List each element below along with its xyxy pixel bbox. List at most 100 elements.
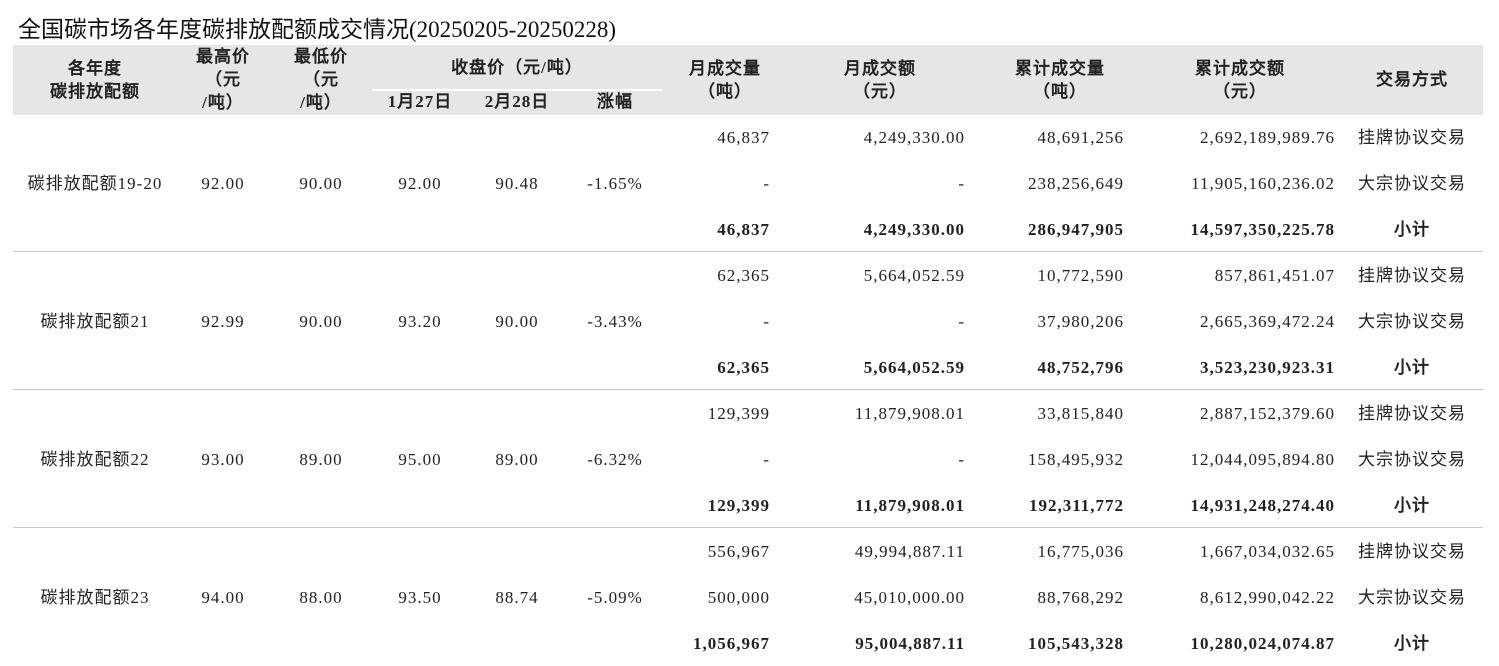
header-background	[13, 45, 1483, 115]
row-cell: 238,256,649	[1028, 174, 1124, 193]
subtotal-cell: 小计	[1394, 496, 1430, 515]
header-cell: 最高价	[196, 47, 250, 66]
group-cell: 92.00	[201, 174, 245, 193]
header-cell: 累计成交额	[1195, 58, 1285, 78]
header-group: 收盘价（元/吨）	[451, 58, 583, 77]
header-cell: （元）	[853, 81, 907, 101]
subtotal-cell: 48,752,796	[1037, 358, 1124, 377]
group-cell: 95.00	[398, 450, 442, 469]
subtotal-cell: 95,004,887.11	[855, 634, 965, 653]
subtotal-cell: 14,931,248,274.40	[1190, 496, 1335, 515]
subtotal-cell: 11,879,908.01	[855, 496, 965, 515]
group-cell: 88.74	[495, 588, 539, 607]
subtotal-cell: 5,664,052.59	[863, 358, 965, 377]
group-cell: 90.48	[495, 174, 539, 193]
group-cell: 90.00	[299, 312, 343, 331]
group-cell: 92.00	[398, 174, 442, 193]
group-cell: 94.00	[201, 588, 245, 607]
row-cell: 1,667,034,032.65	[1200, 542, 1335, 561]
row-cell: 5,664,052.59	[863, 266, 965, 285]
row-cell: 129,399	[707, 404, 770, 423]
row-cell: -	[958, 174, 965, 193]
row-cell: 88,768,292	[1037, 588, 1124, 607]
group-cell: 碳排放配额21	[40, 312, 150, 331]
row-cell: 挂牌协议交易	[1358, 542, 1466, 561]
header-cell: （元	[303, 70, 339, 89]
header-cell: （吨）	[698, 81, 752, 101]
subtotal-cell: 4,249,330.00	[863, 220, 965, 239]
group-separator	[13, 527, 1483, 528]
subtotal-cell: 105,543,328	[1028, 634, 1124, 653]
subtotal-cell: 小计	[1394, 634, 1430, 653]
row-cell: 33,815,840	[1037, 404, 1124, 423]
row-cell: 556,967	[707, 542, 770, 561]
header-cell: 2月28日	[484, 92, 550, 111]
row-cell: 8,612,990,042.22	[1200, 588, 1335, 607]
header-cell: 月成交量	[689, 58, 761, 78]
row-cell: 大宗协议交易	[1358, 174, 1466, 193]
group-cell: 93.00	[201, 450, 245, 469]
group-cell: 88.00	[299, 588, 343, 607]
group-cell: -5.09%	[587, 588, 643, 607]
subtotal-cell: 129,399	[707, 496, 770, 515]
group-cell: 90.00	[299, 174, 343, 193]
row-cell: 37,980,206	[1037, 312, 1124, 331]
row-cell: 大宗协议交易	[1358, 450, 1466, 469]
row-cell: 挂牌协议交易	[1358, 128, 1466, 147]
group-cell: -1.65%	[587, 174, 643, 193]
subtotal-cell: 46,837	[717, 220, 770, 239]
group-separator	[13, 389, 1483, 390]
row-cell: 10,772,590	[1037, 266, 1124, 285]
header-cell: 累计成交量	[1015, 58, 1105, 78]
row-cell: -	[958, 450, 965, 469]
subtotal-cell: 62,365	[717, 358, 770, 377]
group-separator	[13, 251, 1483, 252]
row-cell: 2,665,369,472.24	[1200, 312, 1335, 331]
header-cell: 最低价	[294, 47, 348, 66]
subtotal-cell: 10,280,024,074.87	[1190, 634, 1335, 653]
row-cell: 500,000	[707, 588, 770, 607]
group-cell: 93.50	[398, 588, 442, 607]
group-cell: 89.00	[299, 450, 343, 469]
title: 全国碳市场各年度碳排放配额成交情况(20250205-20250228)	[18, 17, 616, 42]
group-cell: 碳排放配额19-20	[27, 174, 163, 193]
header-divider	[372, 89, 662, 91]
group-cell: 93.20	[398, 312, 442, 331]
header-cell: 月成交额	[844, 58, 916, 78]
subtotal-cell: 286,947,905	[1028, 220, 1124, 239]
subtotal-cell: 3,523,230,923.31	[1200, 358, 1335, 377]
header-cell: /吨）	[300, 93, 342, 112]
row-cell: 2,887,152,379.60	[1200, 404, 1335, 423]
group-cell: 90.00	[495, 312, 539, 331]
subtotal-cell: 小计	[1394, 220, 1430, 239]
row-cell: -	[763, 312, 770, 331]
header-cell: （元	[205, 70, 241, 89]
subtotal-cell: 小计	[1394, 358, 1430, 377]
header-cell: （元）	[1213, 81, 1267, 101]
header-cell: （吨）	[1033, 81, 1087, 101]
row-cell: 49,994,887.11	[854, 542, 965, 561]
row-cell: 857,861,451.07	[1214, 266, 1335, 285]
row-cell: 2,692,189,989.76	[1200, 128, 1335, 147]
row-cell: 158,495,932	[1028, 450, 1124, 469]
header-cell: 交易方式	[1376, 70, 1448, 89]
row-cell: 挂牌协议交易	[1358, 266, 1466, 285]
row-cell: 大宗协议交易	[1358, 312, 1466, 331]
row-cell: 62,365	[717, 266, 770, 285]
row-cell: 4,249,330.00	[863, 128, 965, 147]
row-cell: -	[763, 174, 770, 193]
row-cell: -	[958, 312, 965, 331]
header-cell: 1月27日	[387, 92, 453, 111]
header-cell: 碳排放配额	[50, 81, 140, 101]
group-cell: -6.32%	[587, 450, 643, 469]
subtotal-cell: 192,311,772	[1028, 496, 1124, 515]
header-cell: 涨幅	[597, 92, 633, 111]
group-cell: 89.00	[495, 450, 539, 469]
group-cell: 碳排放配额23	[40, 588, 150, 607]
subtotal-cell: 14,597,350,225.78	[1190, 220, 1335, 239]
row-cell: 大宗协议交易	[1358, 588, 1466, 607]
row-cell: -	[763, 450, 770, 469]
header-cell: 各年度	[68, 58, 122, 78]
row-cell: 16,775,036	[1037, 542, 1124, 561]
